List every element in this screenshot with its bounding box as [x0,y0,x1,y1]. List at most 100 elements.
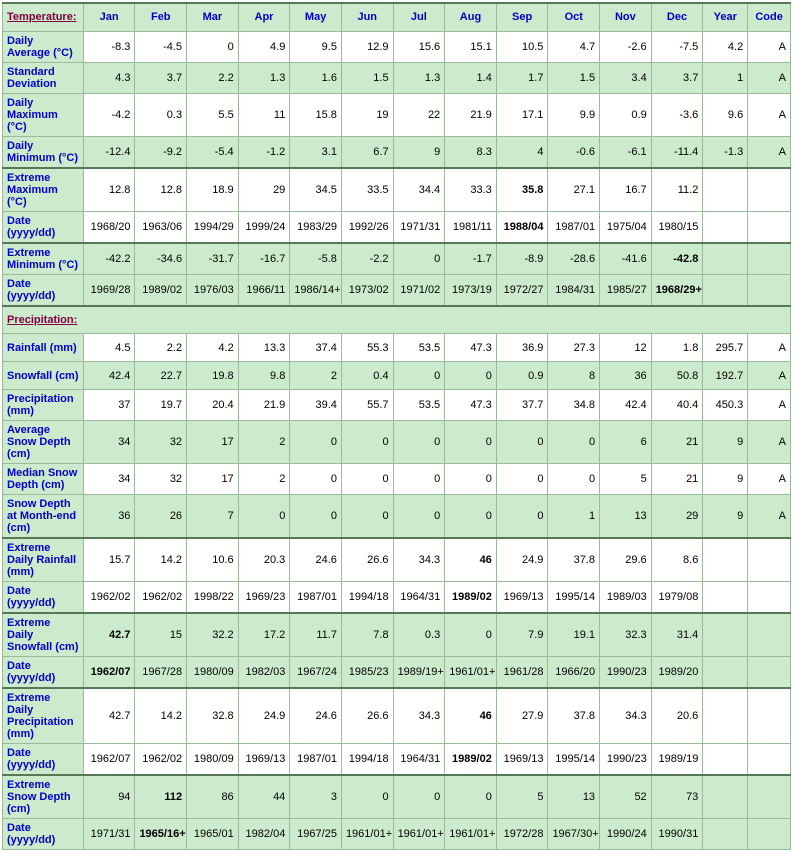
data-cell: 1988/04 [496,211,548,243]
data-cell: 2 [238,464,290,495]
data-cell: 29.6 [600,538,652,582]
data-cell: -4.2 [83,93,135,136]
data-cell: -12.4 [83,136,135,168]
data-cell: 1984/31 [548,274,600,306]
data-cell: 1995/14 [548,744,600,776]
data-cell: 34.8 [548,390,600,421]
data-cell: 46 [445,688,497,744]
data-cell: 34.3 [393,538,445,582]
data-cell: 1964/31 [393,582,445,614]
column-header: Oct [548,3,600,31]
data-cell: 32.2 [187,613,239,657]
data-cell: 4.2 [187,334,239,362]
data-cell: 1973/19 [445,274,497,306]
data-cell: 37.8 [548,688,600,744]
data-cell [748,168,791,212]
data-cell [748,819,791,850]
data-cell: 5.5 [187,93,239,136]
data-cell: 86 [187,775,239,819]
data-cell [703,582,748,614]
data-cell: 1987/01 [548,211,600,243]
data-cell: -0.6 [548,136,600,168]
data-cell [703,775,748,819]
data-cell: 11.7 [290,613,342,657]
data-cell: 34.3 [393,688,445,744]
data-cell: 0 [290,464,342,495]
data-cell: 2.2 [187,62,239,93]
row-label: Daily Minimum (°C) [3,136,84,168]
data-cell: 1992/26 [341,211,393,243]
data-cell: 1969/23 [238,582,290,614]
data-cell: 13 [600,495,652,539]
row-label: Snowfall (cm) [3,362,84,390]
data-cell: 13.3 [238,334,290,362]
data-cell: 36.9 [496,334,548,362]
data-cell: 1967/25 [290,819,342,850]
row-label: Extreme Daily Rainfall (mm) [3,538,84,582]
row-label: Date (yyyy/dd) [3,582,84,614]
data-cell: 1995/14 [548,582,600,614]
data-cell: 1999/24 [238,211,290,243]
data-cell: 39.4 [290,390,342,421]
data-cell: 1968/29+ [651,274,703,306]
data-cell: 0.9 [600,93,652,136]
data-cell: 0.3 [393,613,445,657]
data-cell: 18.9 [187,168,239,212]
data-cell: 5 [496,775,548,819]
data-cell: 1972/27 [496,274,548,306]
data-cell: 1981/11 [445,211,497,243]
data-cell [748,243,791,275]
data-cell: -41.6 [600,243,652,275]
data-cell: 1986/14+ [290,274,342,306]
row-label: Extreme Snow Depth (cm) [3,775,84,819]
data-cell [703,819,748,850]
data-cell: 1.3 [238,62,290,93]
data-cell: 15.6 [393,31,445,62]
data-cell: 1962/07 [83,744,135,776]
data-cell: 34.4 [393,168,445,212]
data-cell: 1963/06 [135,211,187,243]
data-cell: 15 [135,613,187,657]
data-cell: 73 [651,775,703,819]
data-cell: 1971/02 [393,274,445,306]
data-cell: 11.2 [651,168,703,212]
data-cell: 3.7 [135,62,187,93]
data-cell: 21 [651,421,703,464]
data-cell: 21.9 [445,93,497,136]
data-cell: 1.7 [496,62,548,93]
data-cell: 1994/18 [341,582,393,614]
data-cell: 1982/03 [238,657,290,689]
data-cell: 94 [83,775,135,819]
data-cell: 0 [393,243,445,275]
data-cell: 47.3 [445,390,497,421]
data-cell: 40.4 [651,390,703,421]
data-cell: 10.5 [496,31,548,62]
row-label: Standard Deviation [3,62,84,93]
data-cell: 20.6 [651,688,703,744]
data-cell: 0 [445,362,497,390]
data-cell: 1.4 [445,62,497,93]
data-cell [703,211,748,243]
data-cell: 1972/28 [496,819,548,850]
column-header: Jan [83,3,135,31]
data-cell: 1989/19+ [393,657,445,689]
data-cell: 22.7 [135,362,187,390]
data-cell: 0.4 [341,362,393,390]
column-header: Jul [393,3,445,31]
column-header: May [290,3,342,31]
data-cell: 0 [341,495,393,539]
data-cell: 1980/09 [187,657,239,689]
data-cell: 1971/31 [393,211,445,243]
data-cell: 1989/02 [445,744,497,776]
row-label: Extreme Minimum (°C) [3,243,84,275]
row-label: Daily Maximum (°C) [3,93,84,136]
column-header: Year [703,3,748,31]
data-cell: 32 [135,464,187,495]
data-cell: A [748,495,791,539]
data-cell: 34.3 [600,688,652,744]
data-cell: -1.2 [238,136,290,168]
data-cell: 1998/22 [187,582,239,614]
data-cell [703,657,748,689]
data-cell: 0 [445,421,497,464]
data-cell: 1961/01+ [445,819,497,850]
